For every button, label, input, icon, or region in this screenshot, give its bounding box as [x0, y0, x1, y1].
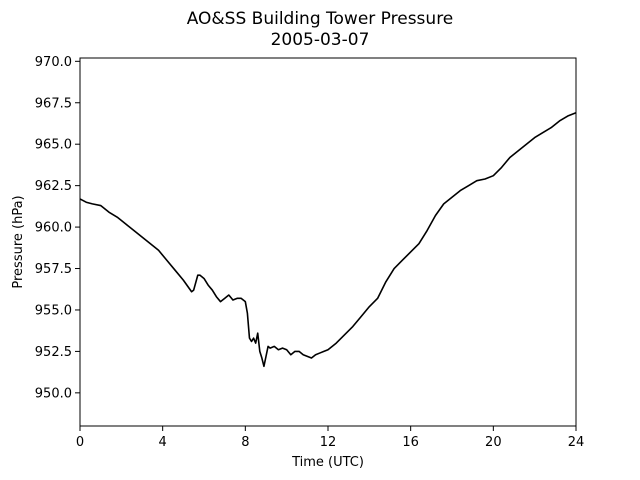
pressure-series-line: [79, 111, 577, 368]
chart-title: AO&SS Building Tower Pressure: [187, 9, 454, 29]
y-tick-label: 950.0: [35, 386, 72, 401]
x-axis-label: Time (UTC): [291, 455, 364, 470]
x-tick-label: 12: [320, 435, 337, 450]
x-tick-label: 24: [568, 435, 585, 450]
y-tick-label: 967.5: [35, 96, 72, 111]
y-tick-label: 962.5: [35, 179, 72, 194]
y-tick-label: 957.5: [35, 262, 72, 277]
chart-subtitle: 2005-03-07: [271, 30, 370, 50]
y-tick-label: 955.0: [35, 303, 72, 318]
y-tick-label: 965.0: [35, 138, 72, 153]
x-tick-label: 16: [402, 435, 419, 450]
y-tick-label: 960.0: [35, 221, 72, 236]
x-tick-label: 4: [159, 435, 167, 450]
plot-frame: [79, 57, 577, 427]
y-axis-label: Pressure (hPa): [11, 195, 26, 288]
plot-area: [79, 111, 577, 368]
y-tick-label: 952.5: [35, 345, 72, 360]
x-tick-label: 0: [76, 435, 84, 450]
x-axis-ticks: 0 4 8 12 16 20 24: [76, 426, 584, 450]
x-tick-label: 8: [241, 435, 249, 450]
y-axis-ticks: 950.0 952.5 955.0 957.5 960.0 962.5 965.0 967.5…: [35, 55, 80, 401]
x-tick-label: 20: [485, 435, 502, 450]
y-tick-label: 970.0: [35, 55, 72, 70]
